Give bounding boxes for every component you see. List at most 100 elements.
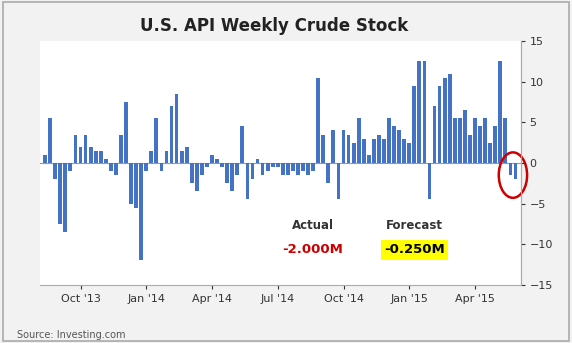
Bar xyxy=(78,147,82,163)
Bar xyxy=(114,163,118,175)
Bar xyxy=(498,61,502,163)
Bar xyxy=(372,139,376,163)
Bar xyxy=(134,163,138,208)
Bar xyxy=(458,118,462,163)
Bar xyxy=(347,134,351,163)
Bar xyxy=(63,163,67,232)
Bar xyxy=(296,163,300,175)
Bar xyxy=(332,130,335,163)
Text: Source: Investing.com: Source: Investing.com xyxy=(17,330,126,340)
Bar xyxy=(154,118,158,163)
Text: Forecast: Forecast xyxy=(386,219,443,232)
Bar xyxy=(251,163,255,179)
Bar xyxy=(256,159,260,163)
Bar xyxy=(109,163,113,171)
Bar xyxy=(210,155,214,163)
Bar xyxy=(104,159,108,163)
Bar xyxy=(392,127,396,163)
Bar xyxy=(174,94,178,163)
Bar xyxy=(281,163,285,175)
Bar xyxy=(509,163,513,175)
Bar xyxy=(195,163,198,191)
Bar xyxy=(412,86,416,163)
Bar xyxy=(215,159,219,163)
Bar xyxy=(240,127,244,163)
Bar xyxy=(220,163,224,167)
Bar xyxy=(149,151,153,163)
Bar xyxy=(357,118,360,163)
Bar xyxy=(99,151,102,163)
Bar xyxy=(377,134,381,163)
Bar xyxy=(453,118,456,163)
Bar xyxy=(266,163,269,171)
Bar xyxy=(165,151,168,163)
Bar xyxy=(58,163,62,224)
Bar xyxy=(144,163,148,171)
Bar xyxy=(336,163,340,200)
Bar xyxy=(43,155,47,163)
Bar xyxy=(185,147,189,163)
Bar xyxy=(124,102,128,163)
Bar xyxy=(423,61,426,163)
Bar xyxy=(488,143,492,163)
Bar xyxy=(94,151,98,163)
Bar xyxy=(514,163,517,179)
Bar xyxy=(74,134,77,163)
Bar xyxy=(503,118,507,163)
Bar xyxy=(84,134,88,163)
Bar xyxy=(261,163,264,175)
Text: Actual: Actual xyxy=(292,219,334,232)
Bar xyxy=(89,147,93,163)
Bar xyxy=(407,143,411,163)
Bar xyxy=(160,163,164,171)
Bar xyxy=(170,106,173,163)
Bar xyxy=(352,143,356,163)
Bar xyxy=(180,151,184,163)
Bar xyxy=(311,163,315,171)
Bar xyxy=(428,163,431,200)
Bar xyxy=(463,110,467,163)
Bar xyxy=(119,134,123,163)
Text: -0.250M: -0.250M xyxy=(384,243,444,256)
Bar xyxy=(468,134,472,163)
Bar xyxy=(327,163,330,183)
Bar xyxy=(478,127,482,163)
Bar xyxy=(367,155,371,163)
Bar xyxy=(473,118,477,163)
Bar xyxy=(129,163,133,203)
Bar xyxy=(387,118,391,163)
Bar xyxy=(397,130,401,163)
Bar xyxy=(443,78,447,163)
Bar xyxy=(418,61,421,163)
Bar xyxy=(448,74,452,163)
Bar xyxy=(306,163,310,175)
Bar xyxy=(321,134,325,163)
Text: -2.000M: -2.000M xyxy=(283,243,344,256)
Bar xyxy=(271,163,275,167)
Bar xyxy=(493,127,497,163)
Bar xyxy=(301,163,305,171)
Bar xyxy=(69,163,72,171)
Bar xyxy=(140,163,143,260)
Bar xyxy=(402,139,406,163)
Bar xyxy=(276,163,280,167)
Bar xyxy=(316,78,320,163)
Bar xyxy=(362,139,366,163)
Bar xyxy=(341,130,345,163)
Bar xyxy=(200,163,204,175)
Bar xyxy=(236,163,239,175)
Bar xyxy=(53,163,57,179)
Bar xyxy=(382,139,386,163)
Bar xyxy=(190,163,194,183)
Bar xyxy=(291,163,295,171)
Bar xyxy=(432,106,436,163)
Bar xyxy=(286,163,290,175)
Bar xyxy=(438,86,442,163)
Bar xyxy=(205,163,209,167)
Bar xyxy=(245,163,249,200)
Bar xyxy=(48,118,52,163)
Bar xyxy=(483,118,487,163)
Bar xyxy=(225,163,229,183)
Bar xyxy=(231,163,234,191)
Text: U.S. API Weekly Crude Stock: U.S. API Weekly Crude Stock xyxy=(141,17,408,35)
